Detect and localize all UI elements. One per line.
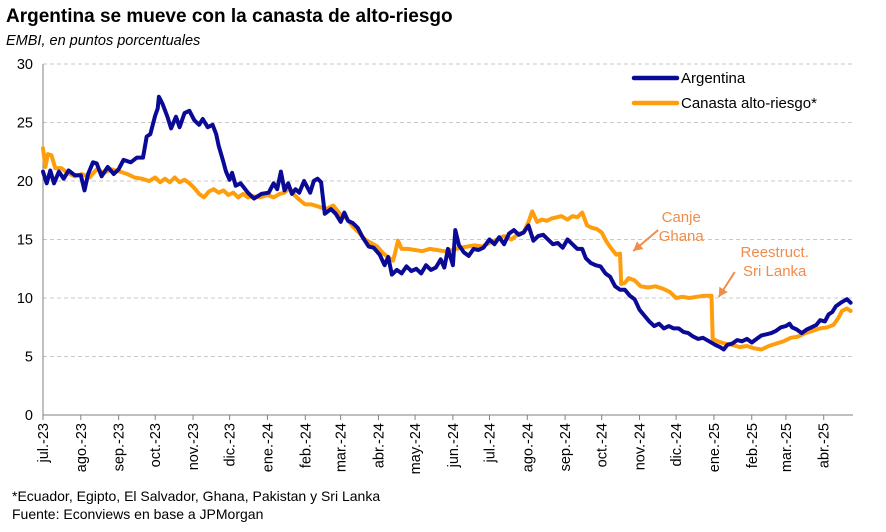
x-tick-label: nov.-24 — [633, 423, 649, 470]
x-tick-label: abr.-25 — [817, 423, 833, 468]
x-tick-label: mar.-25 — [779, 423, 795, 472]
y-tick-label: 15 — [17, 233, 33, 249]
x-tick-label: jun.-24 — [446, 423, 462, 468]
x-tick-label: feb.-24 — [298, 423, 314, 468]
annotation-canje-arrow-head — [633, 241, 644, 251]
x-tick-label: ene.-24 — [260, 423, 276, 472]
x-tick-label: mar.-24 — [334, 423, 350, 472]
x-tick-label: abr.-24 — [371, 423, 387, 468]
x-tick-label: may.-24 — [408, 423, 424, 474]
annotation-canje-line1: Canje — [662, 209, 701, 226]
x-tick-label: nov.-23 — [186, 423, 202, 470]
x-tick-label: dic.-23 — [223, 423, 239, 467]
chart-subtitle: EMBI, en puntos porcentuales — [6, 33, 201, 49]
x-tick-label: ene.-25 — [707, 423, 723, 472]
annotation-sri-lanka-arrow-head — [718, 286, 728, 297]
legend-label-canasta: Canasta alto-riesgo* — [681, 95, 817, 112]
y-tick-label: 0 — [25, 408, 33, 424]
annotation-sri-lanka-line1: Reestruct. — [741, 244, 809, 261]
y-tick-label: 25 — [17, 116, 33, 132]
annotation-canje-line2: Ghana — [659, 228, 705, 245]
x-tick-label: feb.-25 — [745, 423, 761, 468]
series-canasta-line — [41, 146, 853, 352]
x-tick-label: jul.-23 — [36, 423, 52, 464]
chart-title: Argentina se mueve con la canasta de alt… — [6, 6, 453, 27]
legend-label-argentina: Argentina — [681, 70, 746, 87]
x-tick-label: oct.-24 — [595, 423, 611, 467]
annotation-sri-lanka-line2: Sri Lanka — [743, 263, 807, 280]
x-tick-label: oct.-23 — [148, 423, 164, 467]
x-tick-label: ago.-24 — [520, 423, 536, 472]
x-tick-label: jul.-24 — [482, 423, 498, 464]
y-tick-label: 30 — [17, 57, 33, 73]
annotations: Canje Ghana Reestruct. Sri Lanka — [632, 209, 809, 298]
y-tick-label: 20 — [17, 174, 33, 190]
axes: 0 5 10 15 20 25 30 jul.-23 ago.-23 sep.-23 oct.-23… — [17, 57, 853, 474]
y-tick-label: 10 — [17, 291, 33, 307]
series-lines — [41, 94, 853, 352]
source-note: Fuente: Econviews en base a JPMorgan — [12, 506, 264, 522]
footnote: *Ecuador, Egipto, El Salvador, Ghana, Pa… — [12, 488, 381, 504]
x-tick-label: sep.-24 — [558, 423, 574, 471]
legend: Argentina Canasta alto-riesgo* — [631, 70, 817, 112]
y-tick-label: 5 — [25, 350, 33, 366]
x-tick-label: ago.-23 — [74, 423, 90, 472]
x-tick-label: dic.-24 — [669, 423, 685, 467]
x-tick-label: sep.-23 — [112, 423, 128, 471]
series-argentina-line — [41, 94, 853, 352]
